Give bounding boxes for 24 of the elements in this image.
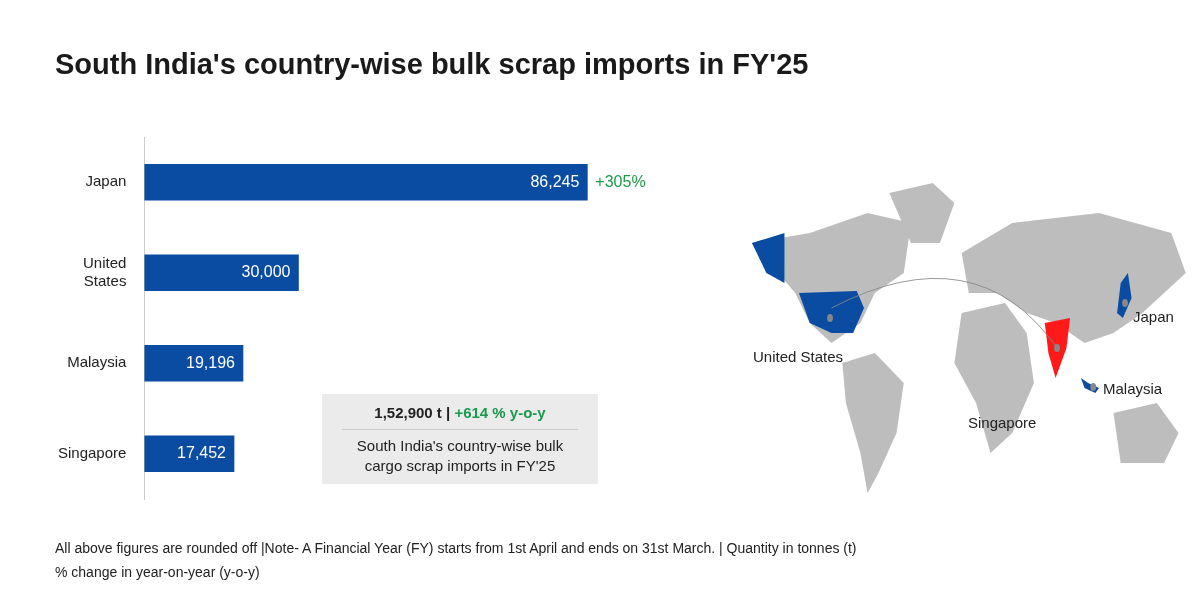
bar [144,254,299,292]
annotation: 1,52,900 t | [374,404,451,421]
data-label: 30,000 [241,263,291,281]
text: Japan [1133,308,1174,325]
annotation: South India's country-wise bulk cargo scrap imports in FY'25 [342,429,578,476]
chart-title: South India's country-wise bulk scrap imports in FY'25 [55,48,809,81]
bar [144,435,235,473]
text: Malaysia [1103,380,1163,397]
y-tick-label: United States [83,253,127,289]
bar [144,344,244,382]
info-card: 1,52,900 t | +614 % y-o-y South India's country-wise bulk cargo scrap imports in FY'25 [322,394,598,484]
data-label: 19,196 [186,353,236,371]
y-tick-label: Malaysia [67,353,128,371]
annotation: +305% [595,172,646,190]
annotation: +614 % y-o-y [454,404,546,421]
text: Singapore [968,414,1037,431]
text: % change in year-on-year (y-o-y) [55,564,260,580]
y-tick-label: Japan [85,172,127,190]
data-label: 86,245 [530,172,580,190]
y-tick-label: Singapore [58,443,127,461]
text: All above figures are rounded off |Note- A Financial Year (FY) starts from 1st April and ends on 31st March. | Quantity in tonnes (t) [55,540,857,556]
data-label: 17,452 [177,444,227,462]
text: United States [753,348,844,365]
bar [144,163,588,201]
